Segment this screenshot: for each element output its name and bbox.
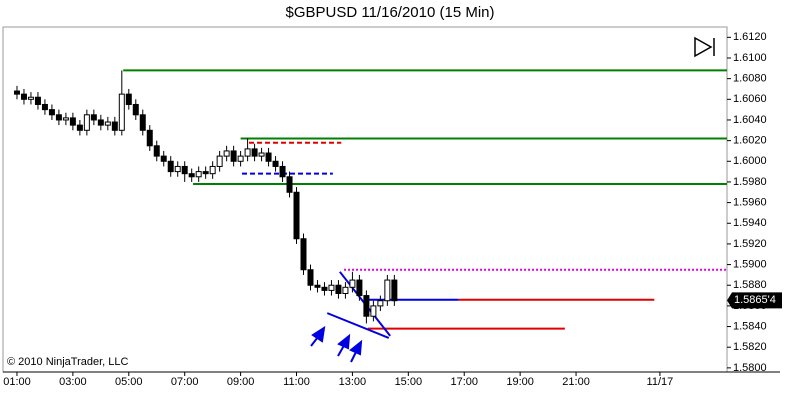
candle-body xyxy=(48,109,55,116)
candle-body xyxy=(146,129,153,147)
candle-body xyxy=(20,93,27,100)
copyright: © 2010 NinjaTrader, LLC xyxy=(7,356,128,368)
candle-body xyxy=(202,171,209,175)
candle-body xyxy=(293,191,300,240)
candle-body xyxy=(391,279,398,302)
y-tick-label: 1.6040 xyxy=(733,114,767,126)
candle-body xyxy=(244,148,251,157)
trend-line xyxy=(326,312,390,339)
candle-body xyxy=(34,96,41,105)
candle-body xyxy=(237,155,244,162)
candle-body xyxy=(321,286,328,291)
play-icon xyxy=(694,36,715,58)
x-tick-label: 11/17 xyxy=(647,376,674,388)
candle-body xyxy=(132,103,139,116)
x-tick-label: 21:00 xyxy=(562,376,590,388)
candle-body xyxy=(41,103,48,111)
candle-body xyxy=(167,160,174,173)
y-tick-label: 1.5840 xyxy=(733,320,767,332)
candle-body xyxy=(349,279,356,288)
candle-body xyxy=(272,160,279,167)
candle-body xyxy=(265,152,272,162)
candle-body xyxy=(307,269,314,286)
candle-body xyxy=(174,165,181,173)
candle-body xyxy=(342,286,349,294)
x-tick-label: 01:00 xyxy=(3,376,31,388)
candle-body xyxy=(363,295,370,317)
y-tick-label: 1.5900 xyxy=(733,258,767,270)
x-tick-label: 15:00 xyxy=(395,376,423,388)
y-tick-label: 1.6000 xyxy=(733,155,767,167)
candle-body xyxy=(97,119,104,126)
candle-body xyxy=(62,117,69,121)
last-price-marker xyxy=(727,292,782,309)
candle-body xyxy=(300,238,307,271)
candle-body xyxy=(258,152,265,157)
chart-title: $GBPUSD 11/16/2010 (15 Min) xyxy=(286,4,495,21)
candle-body xyxy=(335,284,342,294)
x-tick-label: 17:00 xyxy=(450,376,478,388)
candle-body xyxy=(76,124,83,131)
y-tick-label: 1.5960 xyxy=(733,197,767,209)
x-tick-label: 11:00 xyxy=(283,376,310,388)
x-tick-label: 05:00 xyxy=(115,376,143,388)
x-tick-label: 03:00 xyxy=(59,376,87,388)
x-tick-label: 09:00 xyxy=(227,376,255,388)
candle-body xyxy=(181,165,188,175)
candle-body xyxy=(139,114,146,131)
last-price-label: 1.5865'4 xyxy=(734,294,776,306)
candle-body xyxy=(377,300,384,307)
y-tick-label: 1.6120 xyxy=(733,31,767,43)
candle-body xyxy=(153,145,160,157)
candle-body xyxy=(90,114,97,121)
x-tick-label: 13:00 xyxy=(339,376,367,388)
candle-body xyxy=(251,148,258,157)
candle-body xyxy=(209,165,216,175)
candle-body xyxy=(160,155,167,162)
candle-body xyxy=(195,171,202,178)
candle-body xyxy=(69,117,76,126)
x-tick-label: 07:00 xyxy=(171,376,199,388)
y-tick-label: 1.5980 xyxy=(733,176,767,188)
candle-body xyxy=(125,93,132,105)
y-tick-label: 1.5880 xyxy=(733,279,767,291)
candle-body xyxy=(370,305,377,317)
y-tick-label: 1.5920 xyxy=(733,238,767,250)
y-tick-label: 1.5940 xyxy=(733,217,767,229)
candle-body xyxy=(13,90,20,95)
candle-body xyxy=(223,150,230,157)
candle-body xyxy=(118,93,125,131)
candle-body xyxy=(111,121,118,131)
candle-body xyxy=(83,114,90,131)
y-tick-label: 1.5800 xyxy=(733,362,767,374)
y-tick-label: 1.6080 xyxy=(733,73,767,85)
y-tick-label: 1.6060 xyxy=(733,93,767,105)
candle-body xyxy=(328,284,335,291)
candle-body xyxy=(104,121,111,126)
y-tick-label: 1.6100 xyxy=(733,52,767,64)
candle-body xyxy=(356,279,363,297)
candle-body xyxy=(55,114,62,121)
candle-body xyxy=(230,150,237,162)
candle-body xyxy=(286,176,293,193)
x-tick-label: 19:00 xyxy=(506,376,534,388)
candle-body xyxy=(279,165,286,178)
y-tick-label: 1.6020 xyxy=(733,135,767,147)
candle-body xyxy=(384,279,391,302)
candle-body xyxy=(216,155,223,167)
y-tick-label: 1.5820 xyxy=(733,341,767,353)
candle-body xyxy=(314,284,321,288)
candle-body xyxy=(27,96,34,100)
arrows xyxy=(310,325,363,363)
candle-body xyxy=(188,173,195,178)
